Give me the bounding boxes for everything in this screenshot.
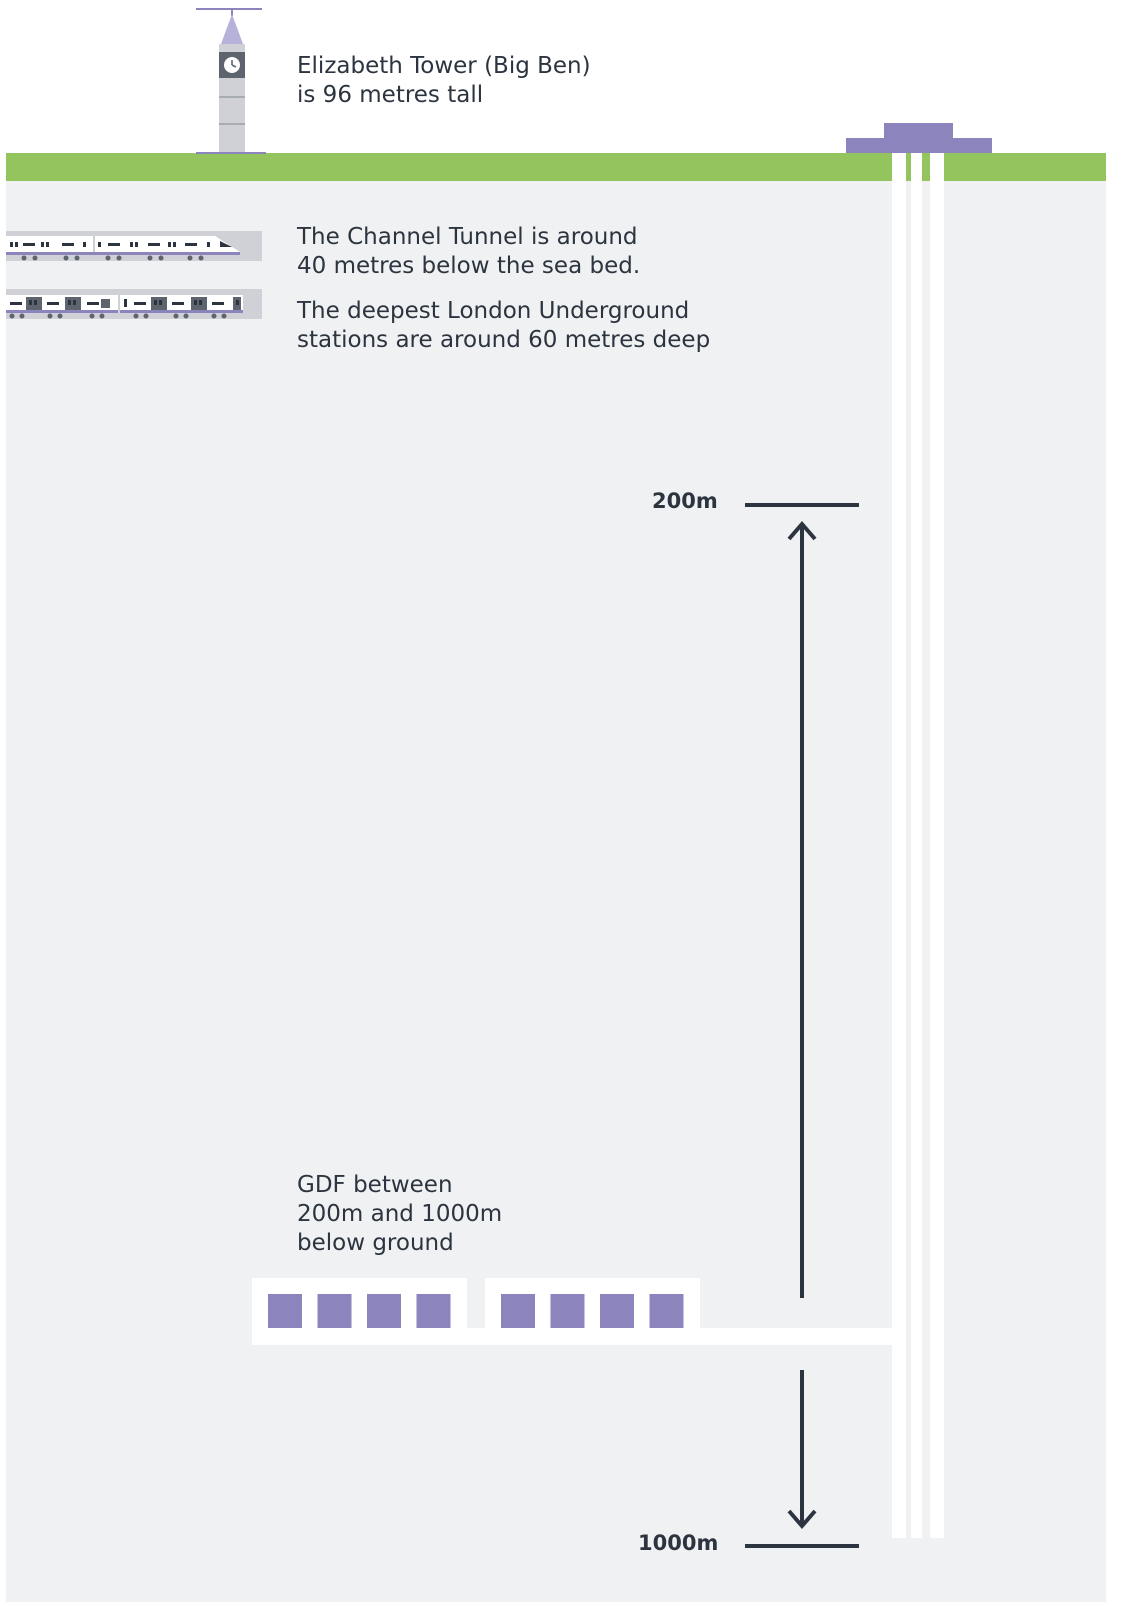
vault-cell: [550, 1294, 585, 1328]
underground-caption: The deepest London Underground stations …: [297, 297, 710, 355]
depth-scale: [745, 503, 859, 1548]
tower-caption-line-2: is 96 metres tall: [297, 82, 484, 108]
surface-facility: [846, 123, 992, 153]
channel-tunnel-caption-line-2: 40 metres below the sea bed.: [297, 253, 641, 279]
arrow-up-icon: [787, 520, 817, 1298]
vault-cell: [367, 1294, 401, 1328]
gdf-caption-line-2: 200m and 1000m: [297, 1201, 503, 1227]
clock-tower-icon: [196, 8, 266, 154]
vault-cell: [317, 1294, 352, 1328]
grass-surface: [6, 153, 1106, 181]
channel-tunnel-caption-line-1: The Channel Tunnel is around: [297, 224, 638, 250]
high-speed-train-icon: [6, 231, 262, 261]
vault-cell: [501, 1294, 535, 1328]
underground-caption-line-2: stations are around 60 metres deep: [297, 327, 711, 353]
gdf-caption-line-3: below ground: [297, 1230, 454, 1256]
vault-cell: [268, 1294, 302, 1328]
tower-caption: Elizabeth Tower (Big Ben) is 96 metres t…: [297, 52, 591, 110]
tower-caption-line-1: Elizabeth Tower (Big Ben): [297, 53, 591, 79]
vault-cell: [600, 1294, 634, 1328]
vault-cell: [416, 1294, 451, 1328]
depth-label-200m: 200m: [652, 489, 718, 513]
gdf-caption-line-1: GDF between: [297, 1172, 453, 1198]
underground-area: [6, 180, 1106, 1602]
depth-label-1000m: 1000m: [638, 1531, 719, 1555]
arrow-down-icon: [787, 1370, 817, 1530]
underground-caption-line-1: The deepest London Underground: [297, 298, 690, 324]
vault-cell: [649, 1294, 684, 1328]
gdf-repository: [252, 1278, 892, 1345]
underground-train-icon: [6, 289, 262, 319]
access-shafts: [892, 153, 944, 1538]
gdf-caption: GDF between 200m and 1000m below ground: [297, 1171, 502, 1258]
channel-tunnel-caption: The Channel Tunnel is around 40 metres b…: [297, 223, 640, 281]
